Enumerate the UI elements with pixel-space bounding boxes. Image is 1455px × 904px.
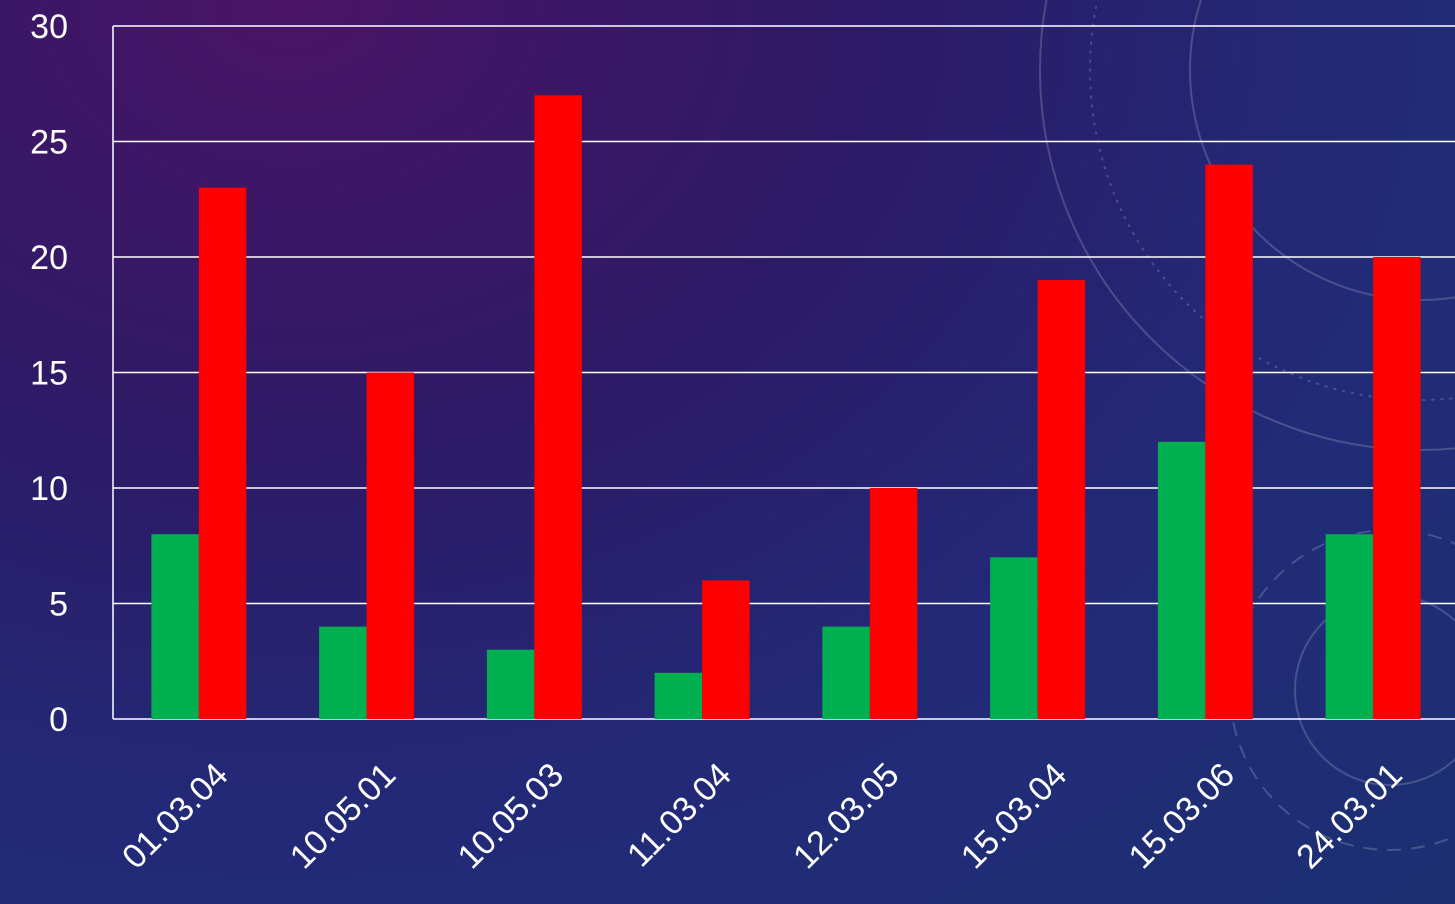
x-tick-label: 10.05.01 (283, 756, 403, 876)
bar-series-2-10.05.03 (534, 95, 582, 720)
bar-series-1-15.03.06 (1157, 441, 1206, 719)
gridlines (112, 25, 1455, 720)
y-tick-label: 15 (30, 355, 68, 393)
y-tick-label: 5 (49, 586, 68, 624)
y-tick-label: 30 (30, 8, 68, 46)
bar-series-2-11.03.04 (702, 580, 750, 719)
x-tick-label: 12.03.05 (786, 756, 906, 876)
x-tick-label: 15.03.06 (1122, 756, 1242, 876)
bar-series-1-12.03.05 (822, 626, 870, 719)
bar-series-2-01.03.04 (198, 187, 247, 719)
bar-series-2-12.03.05 (869, 488, 918, 719)
y-axis-ticks: 0 5 10 15 20 25 30 (30, 8, 68, 739)
y-tick-label: 0 (49, 701, 68, 739)
bar-series-1-15.03.04 (990, 557, 1038, 719)
bar-series-2-24.03.01 (1373, 257, 1421, 719)
bar-series-2-15.03.06 (1205, 164, 1253, 720)
bars (151, 95, 1421, 720)
bar-series-1-11.03.04 (654, 672, 703, 719)
bar-series-1-10.05.01 (319, 626, 367, 719)
x-tick-label: 11.03.04 (620, 756, 739, 875)
bar-series-2-10.05.01 (366, 372, 415, 719)
x-axis-ticks: 01.03.04 10.05.01 10.05.03 11.03.04 12.03.05… (115, 756, 1410, 876)
y-tick-label: 25 (30, 124, 68, 162)
x-tick-label: 01.03.04 (115, 756, 235, 876)
x-tick-label: 24.03.01 (1289, 756, 1409, 876)
y-tick-label: 20 (30, 239, 68, 277)
bar-series-1-10.05.03 (486, 649, 535, 719)
x-tick-label: 10.05.03 (451, 756, 571, 876)
bar-series-2-15.03.04 (1037, 280, 1086, 719)
x-tick-label: 15.03.04 (954, 756, 1074, 876)
bar-series-1-24.03.01 (1325, 534, 1374, 719)
y-tick-label: 10 (30, 470, 68, 508)
bar-series-1-01.03.04 (151, 534, 199, 719)
